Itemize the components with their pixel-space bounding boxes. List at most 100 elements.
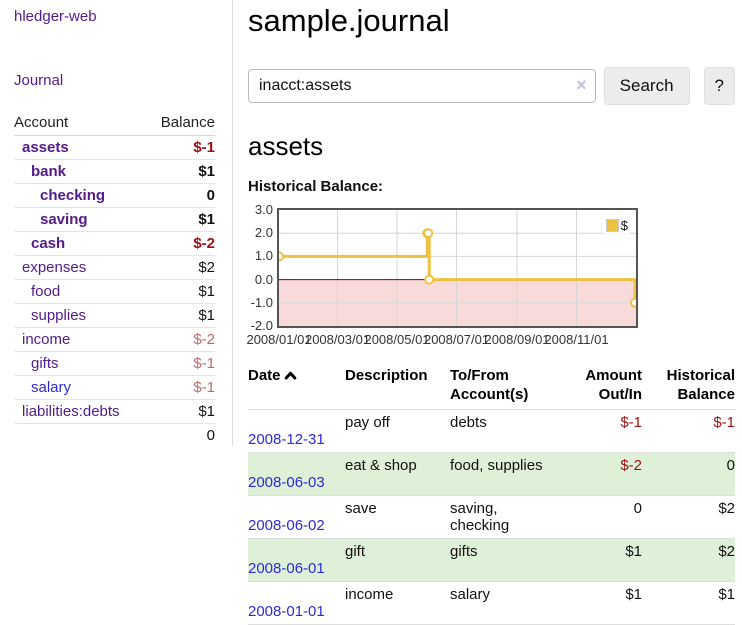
account-link[interactable]: food (31, 283, 61, 300)
account-link[interactable]: checking (40, 187, 106, 204)
account-link[interactable]: salary (31, 379, 72, 396)
account-balance: $2 (146, 255, 215, 280)
transaction-date-cell: 2008-06-02 (248, 495, 345, 539)
accounts-header-row: Account Balance (14, 112, 215, 136)
transaction-accounts: gifts (450, 538, 580, 582)
account-link[interactable]: liabilities:debts (22, 403, 120, 420)
transaction-date-link[interactable]: 2008-06-01 (248, 560, 325, 577)
transaction-amount: $-1 (580, 409, 642, 453)
transaction-amount: $1 (580, 538, 642, 582)
account-row: salary $-1 (14, 375, 215, 400)
chart-canvas (279, 210, 636, 326)
transaction-date-link[interactable]: 2008-06-02 (248, 517, 325, 534)
account-heading: assets (248, 131, 324, 161)
transaction-balance: $2 (642, 538, 735, 582)
y-axis-label: 1.0 (254, 248, 273, 264)
column-header-accounts[interactable]: To/From Account(s) (450, 364, 580, 410)
transaction-row[interactable]: 2008-06-02 save saving, checking 0 $2 (248, 495, 735, 539)
x-axis-label: 2008/07/01 (423, 332, 490, 347)
account-link[interactable]: supplies (31, 307, 87, 324)
clear-search-icon[interactable]: × (576, 75, 587, 95)
account-name-cell: salary (14, 375, 147, 400)
accounts-table: Account Balance assets $-1 ban (14, 112, 215, 447)
account-row: saving $1 (14, 207, 215, 232)
account-link[interactable]: gifts (31, 355, 59, 372)
transaction-row[interactable]: 2008-12-31 pay off debts $-1 $-1 (248, 409, 735, 453)
transactions-header-row: Date Description To/From Account(s) Amou… (248, 364, 735, 410)
account-name-cell: supplies (14, 303, 147, 328)
journal-link[interactable]: Journal (14, 72, 64, 89)
transaction-amount: 0 (580, 495, 642, 539)
account-balance: $1 (146, 399, 215, 424)
accounts-total-spacer (14, 423, 147, 447)
account-row: income $-2 (14, 327, 215, 352)
account-link[interactable]: income (22, 331, 71, 348)
transaction-amount: $-2 (580, 452, 642, 496)
transaction-row[interactable]: 2008-06-03 eat & shop food, supplies $-2… (248, 452, 735, 496)
account-balance: $-2 (146, 231, 215, 256)
transaction-description: pay off (345, 409, 450, 453)
app-title: hledger-web (14, 8, 218, 26)
page-title: sample.journal (248, 3, 450, 38)
account-name-cell: bank (14, 159, 147, 184)
x-axis-label: 2008/11/01 (544, 332, 609, 347)
account-link[interactable]: bank (31, 163, 67, 180)
account-name-cell: income (14, 327, 147, 352)
accounts-header-balance: Balance (146, 112, 215, 136)
account-row: assets $-1 (14, 135, 215, 160)
column-header-description[interactable]: Description (345, 364, 450, 410)
transaction-date-cell: 2008-12-31 (248, 409, 345, 453)
search-button[interactable]: Search (603, 67, 690, 105)
account-link[interactable]: expenses (22, 259, 87, 276)
transaction-accounts: food, supplies (450, 452, 580, 496)
x-axis-label: 2008/05/01 (364, 332, 430, 347)
x-axis-label: 2008/09/01 (484, 332, 550, 347)
transaction-balance: 0 (642, 452, 735, 496)
account-balance: $1 (146, 279, 215, 304)
transaction-date-cell: 2008-06-01 (248, 538, 345, 582)
sort-ascending-icon[interactable] (284, 367, 297, 386)
y-axis-label: 0.0 (254, 271, 273, 287)
y-axis-label: 3.0 (254, 202, 273, 217)
transaction-description: gift (345, 538, 450, 582)
column-header-amount[interactable]: Amount Out/In (580, 364, 642, 410)
transaction-date-link[interactable]: 2008-12-31 (248, 431, 325, 448)
main-content: sample.journal × Search ? assets Histori… (233, 0, 742, 625)
column-header-balance[interactable]: Historical Balance (642, 364, 735, 410)
transaction-description: save (345, 495, 450, 539)
app-title-link[interactable]: hledger-web (14, 8, 97, 25)
account-row: food $1 (14, 279, 215, 304)
x-axis: 2008/01/01 2008/03/01 2008/05/01 2008/07/01… (246, 332, 735, 348)
account-link[interactable]: saving (40, 211, 88, 228)
account-link[interactable]: assets (22, 139, 69, 156)
transaction-amount: $1 (580, 581, 642, 625)
transaction-accounts: salary (450, 581, 580, 625)
transaction-date-link[interactable]: 2008-06-03 (248, 474, 325, 491)
transaction-description: eat & shop (345, 452, 450, 496)
account-row: liabilities:debts $1 (14, 399, 215, 424)
y-axis-label: 2.0 (254, 225, 273, 241)
help-button[interactable]: ? (703, 67, 735, 105)
account-balance: $-1 (146, 135, 215, 160)
sidebar: hledger-web Journal Account Balance asse… (0, 0, 233, 447)
account-link[interactable]: cash (31, 235, 66, 252)
transaction-row[interactable]: 2008-06-01 gift gifts $1 $2 (248, 538, 735, 582)
account-name-cell: food (14, 279, 147, 304)
y-axis-label: -1.0 (250, 294, 273, 310)
legend-swatch-icon (605, 219, 619, 232)
transaction-row[interactable]: 2008-01-01 income salary $1 $1 (248, 581, 735, 625)
transaction-date-link[interactable]: 2008-01-01 (248, 603, 325, 620)
sidebar-item-journal[interactable]: Journal (14, 72, 218, 90)
account-balance: $-1 (146, 351, 215, 376)
account-name-cell: saving (14, 207, 147, 232)
column-header-date[interactable]: Date (248, 364, 345, 410)
account-name-cell: gifts (14, 351, 147, 376)
transaction-date-cell: 2008-06-03 (248, 452, 345, 496)
chart-plot-area: $ (277, 208, 638, 328)
legend-label: $ (620, 218, 628, 233)
search-input[interactable] (248, 69, 596, 103)
account-row: gifts $-1 (14, 351, 215, 376)
account-row: checking 0 (14, 183, 215, 208)
chart-legend: $ (603, 217, 630, 234)
account-balance: $1 (146, 207, 215, 232)
